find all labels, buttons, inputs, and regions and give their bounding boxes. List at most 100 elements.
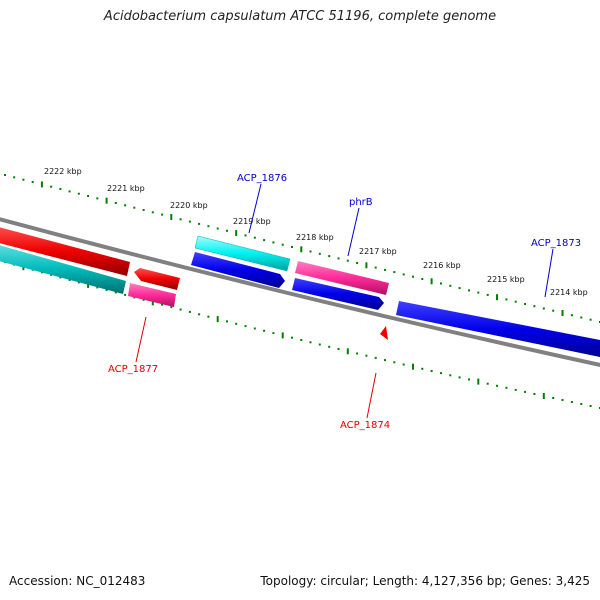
inner-minor-tick (561, 399, 564, 401)
inner-minor-tick (68, 278, 71, 281)
inner-minor-tick (309, 341, 312, 344)
inner-minor-tick (356, 352, 359, 355)
inner-minor-tick (384, 359, 386, 362)
inner-minor-tick (365, 354, 368, 357)
inner-minor-tick (430, 370, 433, 372)
gene-label-acp-1874[interactable]: ACP_1874 (340, 420, 390, 431)
outer-minor-tick (216, 227, 219, 230)
gene-label-acp-1876[interactable]: ACP_1876 (237, 173, 287, 184)
kbp-label-2221: 2221 kbp (107, 184, 145, 193)
outer-minor-tick (4, 174, 6, 176)
outer-minor-tick (346, 259, 349, 262)
inner-minor-tick (486, 382, 489, 385)
gene-label-acp-1873[interactable]: ACP_1873 (531, 238, 581, 249)
inner-minor-tick (421, 367, 424, 370)
leader-acp-1873 (544, 248, 554, 298)
inner-minor-tick (207, 315, 210, 318)
outer-minor-tick (96, 197, 99, 200)
outer-minor-tick (124, 204, 127, 207)
outer-major-tick (105, 197, 108, 204)
gene-acp-1876-cds[interactable] (191, 252, 285, 288)
inner-minor-tick (59, 276, 62, 279)
outer-minor-tick (151, 211, 154, 214)
outer-minor-tick (468, 289, 470, 292)
gene-phrb-rna[interactable] (295, 261, 389, 295)
outer-minor-tick (393, 271, 396, 274)
outer-minor-tick (412, 275, 414, 278)
leader-acp-1874 (366, 372, 377, 419)
outer-minor-tick (542, 307, 545, 310)
inner-minor-tick (328, 345, 331, 348)
outer-minor-tick (244, 234, 247, 237)
inner-minor-tick (580, 403, 583, 405)
genome-backbone (0, 217, 600, 367)
gene-acp-1876-rna[interactable] (194, 235, 291, 272)
outer-minor-tick (580, 316, 583, 319)
inner-minor-tick (337, 348, 340, 350)
gene-acp-1873-cds[interactable] (396, 301, 600, 358)
outer-minor-tick (328, 255, 331, 258)
inner-minor-tick (524, 390, 527, 393)
outer-minor-tick (133, 206, 136, 209)
gene-label-leaders (135, 183, 554, 419)
outer-minor-tick (337, 257, 340, 260)
inner-minor-tick (272, 332, 275, 335)
inner-minor-tick (449, 374, 452, 377)
outer-major-tick (561, 310, 564, 316)
inner-major-tick (87, 281, 90, 288)
outer-minor-tick (272, 241, 275, 244)
outer-minor-tick (486, 293, 489, 296)
inner-minor-tick (96, 286, 99, 289)
inner-minor-tick (291, 336, 293, 339)
outer-major-tick (365, 262, 368, 269)
kbp-label-2214: 2214 kbp (550, 288, 588, 297)
outer-minor-tick (22, 178, 25, 181)
gene-label-acp-1877[interactable]: ACP_1877 (108, 364, 158, 375)
kbp-label-2217: 2217 kbp (359, 247, 397, 256)
gene-acp-1874-marker[interactable] (380, 326, 388, 340)
gene-reverse-red-left[interactable] (0, 226, 130, 276)
leader-acp-1877 (135, 316, 147, 363)
inner-minor-tick (179, 308, 182, 311)
inner-minor-tick (198, 313, 201, 316)
outer-major-tick (170, 214, 173, 220)
gene-reverse-teal-left[interactable] (0, 244, 126, 294)
gene-acp-1877-red[interactable] (134, 268, 180, 290)
inner-minor-tick (226, 320, 228, 323)
inner-minor-tick (402, 363, 405, 366)
outer-minor-tick (207, 225, 210, 228)
outer-minor-tick (514, 300, 517, 303)
inner-minor-tick (514, 388, 517, 391)
inner-minor-tick (374, 356, 377, 359)
inner-minor-tick (533, 393, 536, 395)
outer-major-tick (430, 278, 433, 285)
outer-tick-ring (4, 174, 600, 323)
outer-minor-tick (291, 246, 293, 248)
inner-minor-tick (263, 329, 266, 332)
outer-minor-tick (589, 318, 592, 321)
outer-minor-tick (440, 282, 442, 285)
outer-minor-tick (477, 291, 480, 294)
inner-minor-tick (589, 405, 592, 407)
leader-phrb (347, 207, 360, 257)
outer-minor-tick (31, 181, 34, 183)
kbp-label-2216: 2216 kbp (423, 261, 461, 270)
outer-minor-tick (50, 185, 53, 188)
accession-text: Accession: NC_012483 (9, 574, 146, 588)
inner-minor-tick (318, 343, 321, 346)
gene-label-phrb[interactable]: phrB (349, 197, 373, 208)
outer-minor-tick (524, 303, 527, 305)
inner-minor-tick (505, 386, 508, 389)
inner-minor-tick (253, 327, 256, 330)
gene-phrb-cds[interactable] (292, 278, 384, 310)
inner-major-tick (346, 348, 349, 355)
inner-minor-tick (124, 293, 127, 296)
inner-major-tick (477, 378, 480, 385)
outer-minor-tick (142, 209, 145, 211)
outer-major-tick (300, 246, 303, 253)
gene-acp-1877-pink[interactable] (128, 283, 176, 307)
inner-minor-tick (468, 378, 470, 381)
inner-major-tick (412, 363, 414, 370)
kbp-label-2220: 2220 kbp (170, 201, 208, 210)
